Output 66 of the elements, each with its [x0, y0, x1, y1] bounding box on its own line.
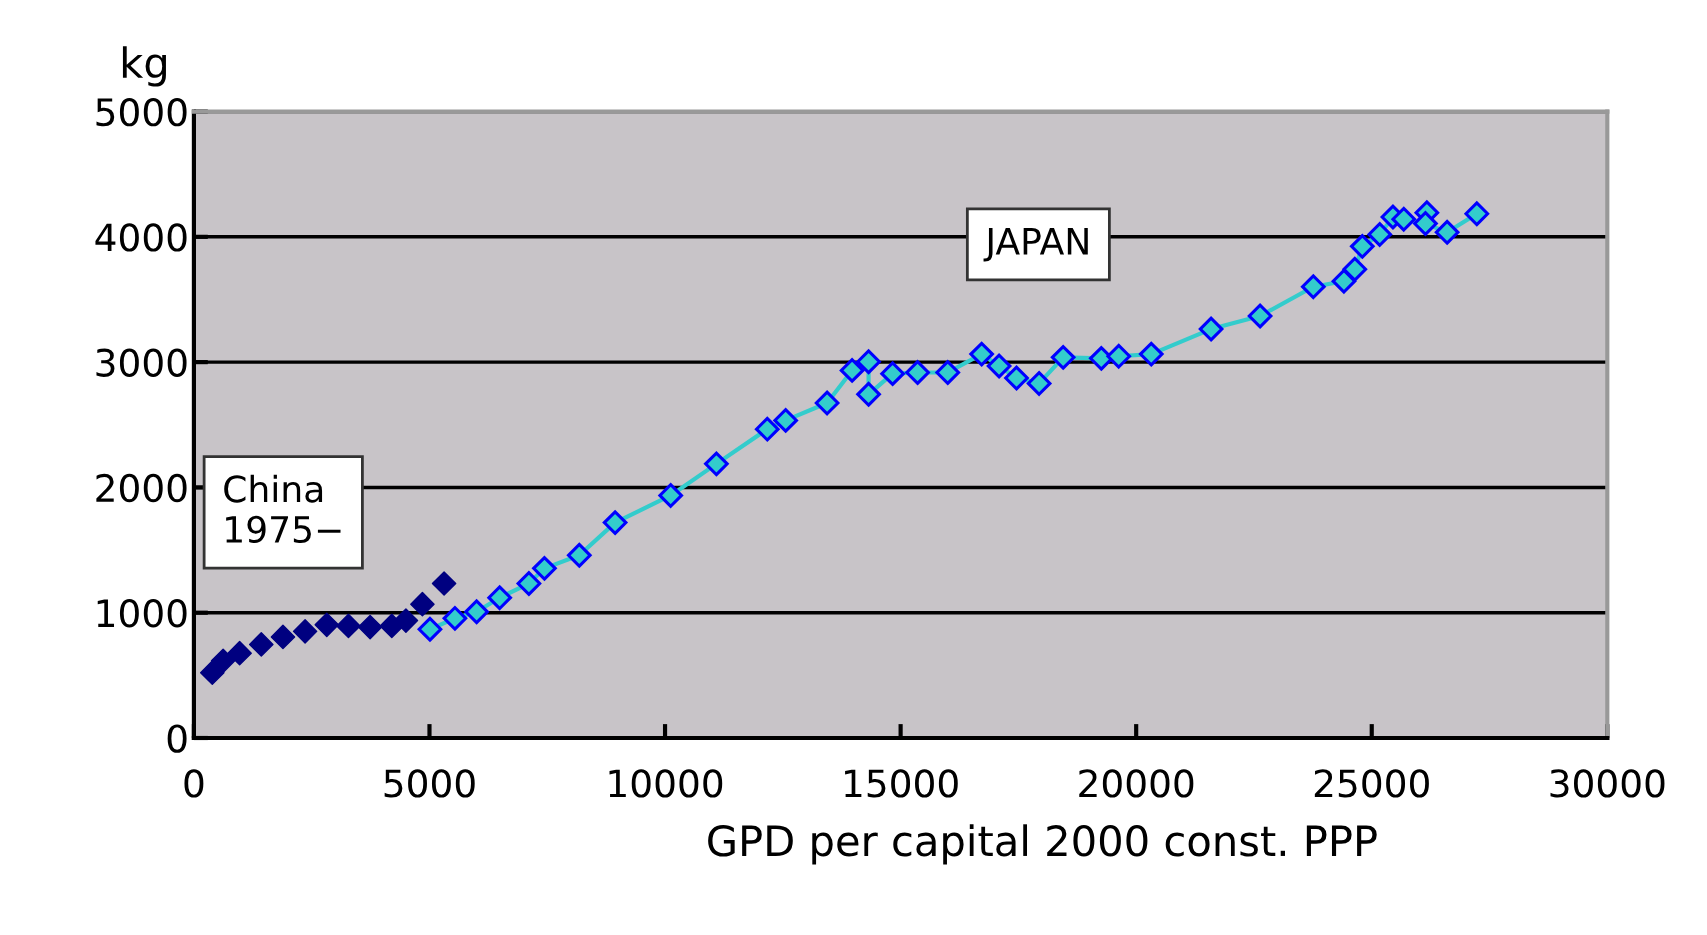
point — [773, 408, 798, 433]
y-tick-label: 1000 — [97, 599, 187, 628]
point — [814, 390, 840, 416]
point — [336, 613, 361, 639]
point — [248, 632, 274, 657]
point — [1088, 346, 1114, 371]
point — [210, 648, 236, 674]
point — [969, 341, 994, 367]
y-tick-label: 0 — [167, 724, 187, 753]
y-tick-label: 5000 — [96, 97, 187, 127]
point — [1342, 256, 1368, 282]
point — [1004, 365, 1029, 391]
point — [856, 381, 881, 407]
point — [442, 606, 468, 631]
point — [199, 660, 225, 686]
point — [1349, 234, 1375, 259]
x-tick-label: 25000 — [1314, 769, 1429, 798]
point — [292, 619, 318, 644]
point — [856, 349, 881, 375]
point — [704, 451, 729, 477]
point — [1434, 219, 1460, 245]
point — [1391, 206, 1417, 232]
point — [1331, 268, 1357, 294]
x-tick-label: 20000 — [1079, 769, 1194, 798]
point — [532, 556, 557, 581]
series-label: China 1975− — [224, 474, 341, 544]
point — [1106, 343, 1132, 369]
point — [270, 624, 296, 650]
point — [1464, 201, 1490, 227]
x-tick-label: 30000 — [1550, 769, 1665, 798]
point — [658, 483, 684, 508]
y-tick-label: 4000 — [95, 223, 187, 252]
point — [566, 542, 592, 568]
text: JAPAN — [983, 228, 1088, 262]
point — [227, 640, 252, 666]
y-tick-label: 3000 — [96, 348, 187, 377]
point — [314, 612, 340, 638]
point — [487, 585, 513, 610]
point — [1247, 303, 1273, 329]
y-axis-title: kg — [122, 46, 166, 87]
point — [1300, 274, 1326, 300]
point — [935, 360, 961, 385]
point — [986, 353, 1012, 379]
point — [357, 614, 383, 640]
point — [410, 591, 435, 617]
point — [754, 416, 780, 442]
point — [1050, 345, 1076, 370]
point — [905, 360, 930, 385]
point — [880, 361, 905, 386]
x-tick-label: 5000 — [384, 769, 475, 798]
point — [464, 599, 489, 625]
point — [393, 608, 419, 633]
x-tick-label: 10000 — [609, 769, 723, 798]
point — [1138, 341, 1164, 367]
point — [839, 358, 865, 383]
x-axis-title: GPD per capital 2000 const. PPP — [708, 824, 1377, 865]
point — [1367, 222, 1393, 247]
point — [431, 571, 457, 596]
point — [516, 571, 542, 596]
point — [1198, 316, 1224, 342]
x-tick-label: 15000 — [845, 769, 958, 798]
point — [602, 510, 628, 535]
point — [1413, 211, 1438, 236]
point — [417, 616, 443, 642]
point — [1026, 371, 1052, 396]
y-tick-label: 2000 — [96, 473, 187, 503]
